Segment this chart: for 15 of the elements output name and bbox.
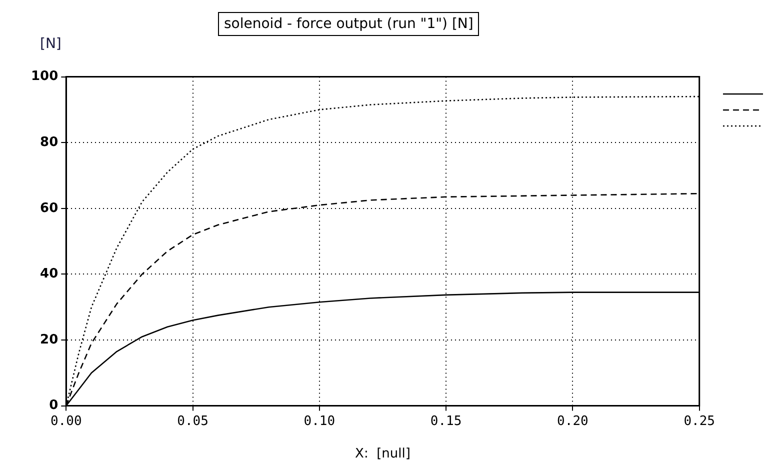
- y-tick-label: 0: [49, 398, 58, 414]
- x-tick-label: 0.15: [430, 414, 462, 429]
- y-tick-label: 40: [40, 266, 58, 282]
- y-tick-label: 20: [40, 332, 58, 348]
- y-tick-label: 60: [40, 200, 58, 216]
- chart-title: solenoid - force output (run "1") [N]: [218, 12, 480, 36]
- x-tick-label: 0.10: [304, 414, 336, 429]
- x-tick-label: 0.20: [557, 414, 588, 429]
- x-tick-label: 0.05: [177, 414, 208, 429]
- y-tick-label: 80: [40, 134, 58, 150]
- x-axis-title: X: [null]: [355, 446, 410, 462]
- y-axis-title: [N]: [40, 36, 62, 52]
- y-tick-label: 100: [30, 69, 58, 84]
- x-tick-label: 0.00: [50, 414, 82, 429]
- x-tick-label: 0.25: [684, 414, 716, 429]
